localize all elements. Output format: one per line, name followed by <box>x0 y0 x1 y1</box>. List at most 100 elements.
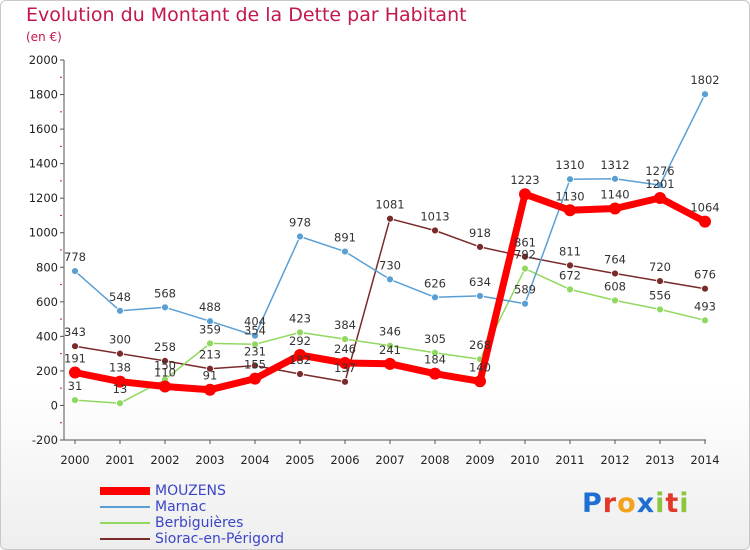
x-tick-label: 2000 <box>60 453 89 467</box>
data-label-3: 231 <box>244 345 266 359</box>
data-label-3: 861 <box>514 236 536 250</box>
legend-swatch <box>100 538 150 540</box>
data-point-2 <box>71 396 79 405</box>
y-tick-label: 0 <box>51 398 58 412</box>
data-label-2: 672 <box>559 268 581 282</box>
x-tick-label: 2001 <box>105 453 134 467</box>
x-tick-label: 2002 <box>150 453 179 467</box>
data-point-3 <box>476 242 484 251</box>
data-point-2 <box>206 339 214 348</box>
data-point-0 <box>294 349 306 362</box>
legend-label: MOUZENS <box>155 483 226 499</box>
legend-swatch <box>100 522 150 524</box>
x-tick-label: 2012 <box>600 453 629 467</box>
data-point-2 <box>431 348 439 357</box>
data-point-1 <box>611 174 619 183</box>
data-label-0: 1130 <box>555 189 584 203</box>
data-label-1: 1310 <box>555 158 584 172</box>
data-label-2: 150 <box>154 359 176 373</box>
data-label-0: 140 <box>469 360 491 374</box>
data-point-1 <box>566 175 574 184</box>
data-point-0 <box>339 356 351 369</box>
data-point-1 <box>701 90 709 99</box>
data-label-3: 811 <box>559 244 581 258</box>
data-point-3 <box>611 269 619 278</box>
data-point-2 <box>611 296 619 305</box>
data-point-3 <box>431 226 439 235</box>
x-tick-label: 2010 <box>510 453 539 467</box>
x-tick-label: 2004 <box>240 453 269 467</box>
data-point-3 <box>161 356 169 365</box>
data-point-2 <box>116 399 124 408</box>
y-tick-label: 2000 <box>29 53 58 67</box>
y-tick-label: 1400 <box>29 157 58 171</box>
data-point-0 <box>564 204 576 217</box>
y-tick-label: -200 <box>32 433 58 447</box>
x-tick-label: 2011 <box>555 453 584 467</box>
data-label-1: 978 <box>289 216 311 230</box>
data-point-1 <box>71 267 79 275</box>
data-point-3 <box>296 370 304 378</box>
data-label-1: 634 <box>469 275 491 289</box>
data-label-2: 493 <box>694 299 716 313</box>
data-point-3 <box>656 277 664 285</box>
data-label-3: 676 <box>694 268 716 282</box>
data-label-0: 191 <box>64 351 86 365</box>
data-point-0 <box>204 383 216 396</box>
data-point-0 <box>114 375 126 388</box>
data-point-2 <box>566 285 574 294</box>
data-label-1: 730 <box>379 258 401 272</box>
data-point-0 <box>519 188 531 201</box>
data-label-2: 13 <box>113 382 128 396</box>
data-point-3 <box>251 361 259 370</box>
data-label-0: 246 <box>334 342 356 356</box>
data-point-1 <box>431 293 439 302</box>
data-point-0 <box>69 366 81 379</box>
data-label-3: 182 <box>289 353 311 367</box>
data-label-1: 488 <box>199 300 221 314</box>
data-point-3 <box>116 349 124 358</box>
data-label-0: 91 <box>203 369 218 383</box>
data-point-0 <box>384 357 396 370</box>
data-label-1: 548 <box>109 290 131 304</box>
data-point-1 <box>296 232 304 241</box>
data-label-2: 346 <box>379 325 401 339</box>
data-point-3 <box>71 342 79 351</box>
data-label-2: 31 <box>68 379 83 393</box>
data-label-2: 608 <box>604 279 626 293</box>
data-label-0: 155 <box>244 358 266 372</box>
data-label-1: 891 <box>334 231 356 245</box>
data-label-1: 1802 <box>690 73 719 87</box>
data-label-1: 778 <box>64 250 86 264</box>
data-label-2: 359 <box>199 322 221 336</box>
x-tick-label: 2006 <box>330 453 359 467</box>
chart-unit-label: (en €) <box>26 30 62 44</box>
x-tick-label: 2009 <box>465 453 494 467</box>
x-tick-label: 2008 <box>420 453 449 467</box>
data-point-0 <box>609 202 621 215</box>
data-label-1: 1276 <box>645 164 674 178</box>
data-label-1: 589 <box>514 283 536 297</box>
data-label-1: 1312 <box>600 158 629 172</box>
data-label-0: 138 <box>109 361 131 375</box>
data-label-0: 184 <box>424 353 446 367</box>
data-point-3 <box>341 377 349 386</box>
data-label-2: 354 <box>244 323 266 337</box>
data-label-0: 241 <box>379 343 401 357</box>
legend-label: Berbiguières <box>155 515 244 531</box>
chart-title: Evolution du Montant de la Dette par Hab… <box>26 4 467 26</box>
data-label-3: 213 <box>199 348 221 362</box>
y-tick-label: 1000 <box>29 226 58 240</box>
data-point-2 <box>656 305 664 314</box>
data-point-2 <box>341 335 349 344</box>
legend-swatch <box>100 487 150 495</box>
data-point-3 <box>521 252 529 261</box>
y-tick-label: 200 <box>36 364 58 378</box>
data-point-2 <box>521 264 529 273</box>
data-label-0: 1064 <box>690 201 719 215</box>
data-point-2 <box>701 316 709 325</box>
data-point-1 <box>521 299 529 308</box>
data-point-2 <box>251 340 259 349</box>
x-tick-label: 2003 <box>195 453 224 467</box>
